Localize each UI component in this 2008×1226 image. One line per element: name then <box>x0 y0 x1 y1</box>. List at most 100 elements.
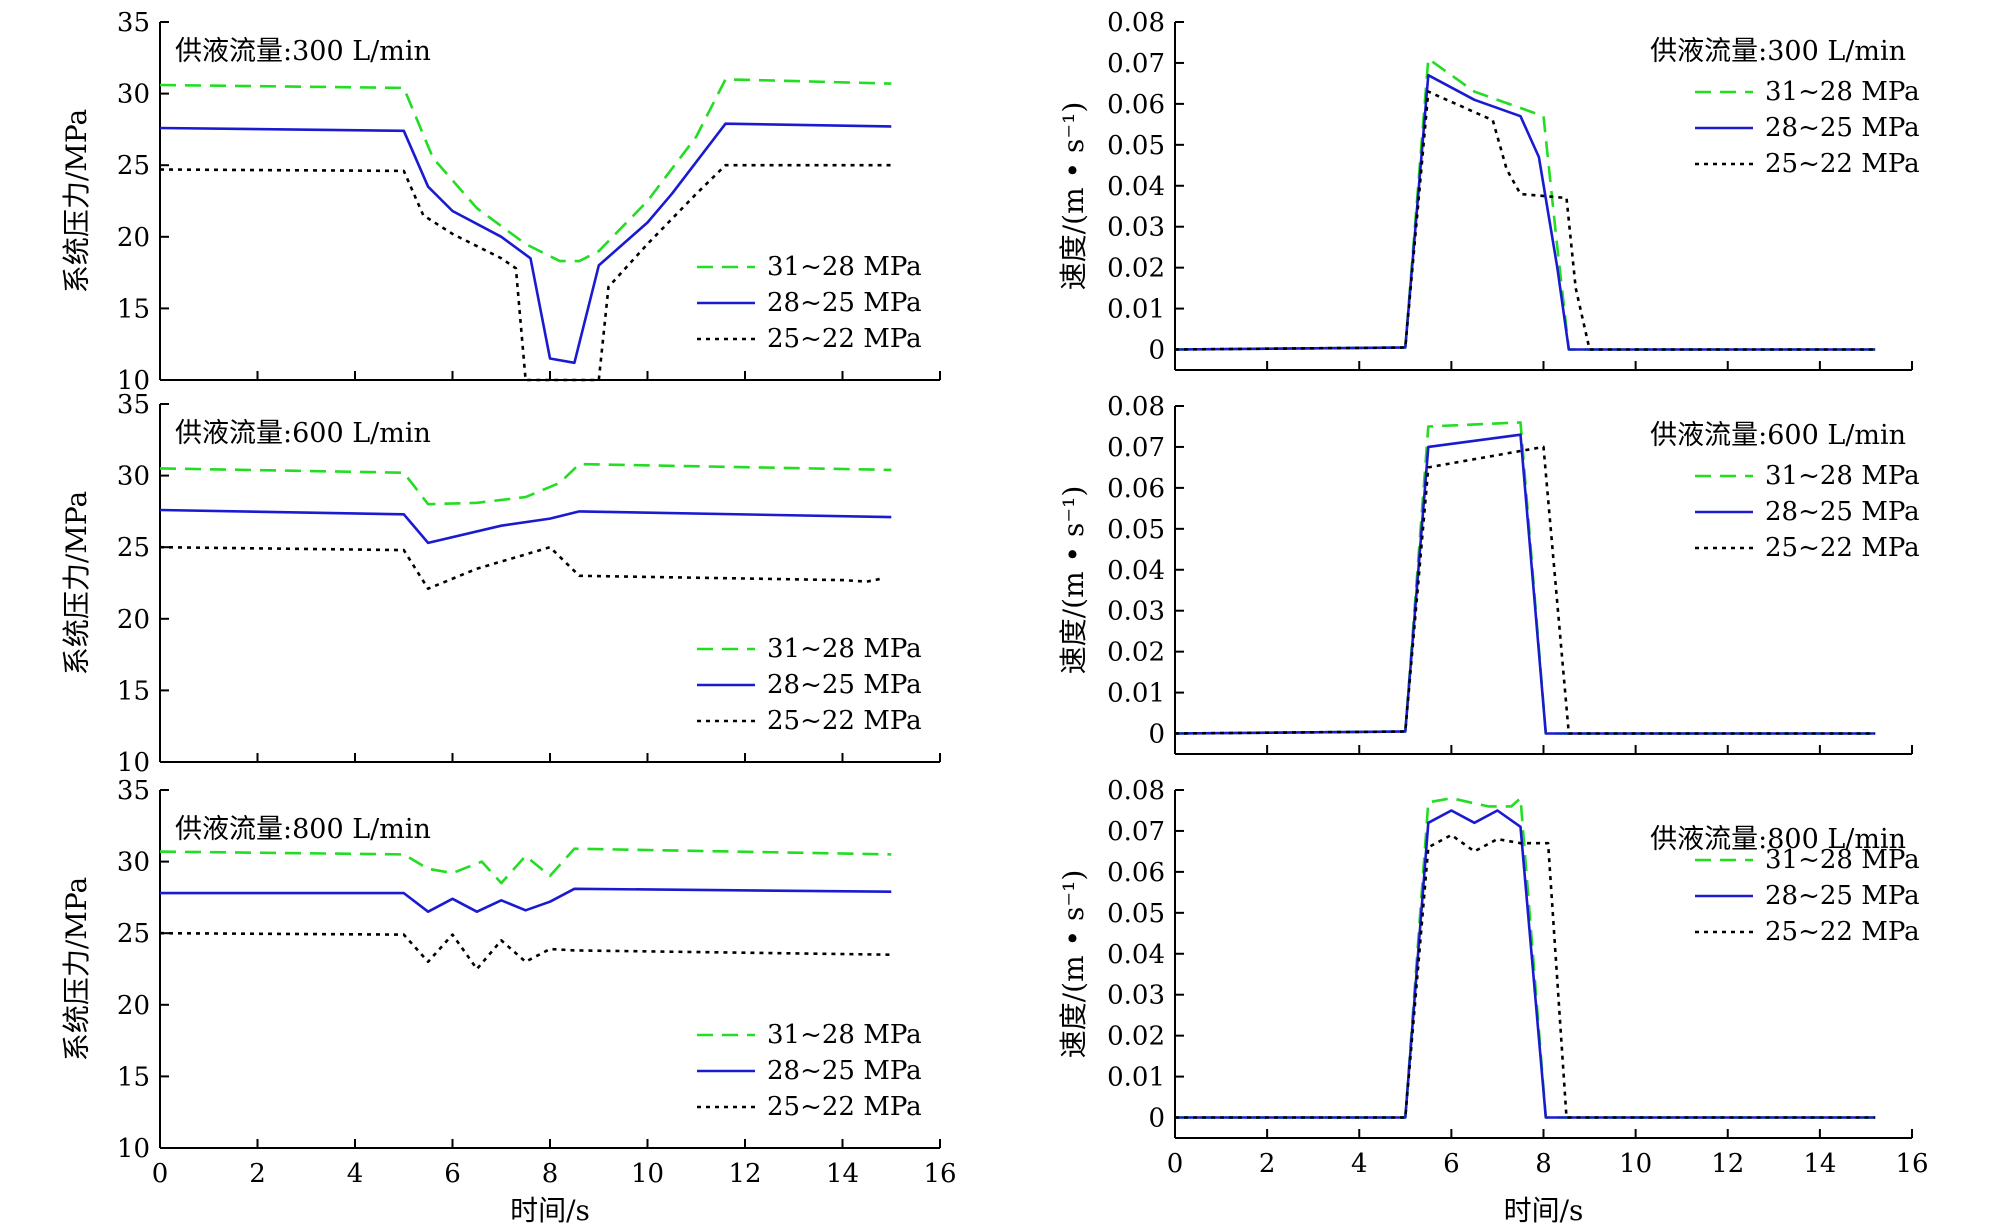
y-axis-title: 速度/(m • s⁻¹) <box>1057 486 1090 675</box>
x-tick-label: 4 <box>347 1159 364 1189</box>
y-axis-title: 系统压力/MPa <box>60 491 93 675</box>
x-tick-label: 12 <box>1711 1149 1744 1179</box>
legend-label: 31~28 MPa <box>1765 845 1920 875</box>
y-tick-label: 0.05 <box>1107 131 1165 161</box>
flow-rate-label: 供液流量:300 L/min <box>1650 36 1906 67</box>
y-tick-label: 0.03 <box>1107 981 1165 1011</box>
y-tick-label: 0.06 <box>1107 90 1165 120</box>
y-tick-label: 35 <box>117 8 150 38</box>
y-tick-label: 20 <box>117 605 150 635</box>
legend-label: 25~22 MPa <box>767 706 922 736</box>
flow-rate-label: 供液流量:600 L/min <box>1650 420 1906 451</box>
y-tick-label: 0 <box>1148 720 1165 750</box>
x-tick-label: 0 <box>152 1159 169 1189</box>
legend-label: 31~28 MPa <box>1765 77 1920 107</box>
y-tick-label: 25 <box>117 919 150 949</box>
y-tick-label: 25 <box>117 533 150 563</box>
y-tick-label: 0.03 <box>1107 597 1165 627</box>
legend-label: 28~25 MPa <box>1765 881 1920 911</box>
legend-label: 28~25 MPa <box>1765 497 1920 527</box>
y-tick-label: 15 <box>117 1062 150 1092</box>
x-axis-title-right: 时间/s <box>1504 1194 1584 1226</box>
y-tick-label: 0.07 <box>1107 49 1165 79</box>
series-line <box>1174 445 1876 735</box>
y-tick-label: 0.07 <box>1107 817 1165 847</box>
series-line <box>159 462 892 506</box>
x-tick-label: 10 <box>631 1159 664 1189</box>
y-axis-title: 速度/(m • s⁻¹) <box>1057 102 1090 291</box>
panel-speed-600: 0 0.01 0.02 0.03 0.04 0.05 0.06 0.07 0.08 速度/(m •… <box>1057 392 1920 755</box>
y-axis-title: 速度/(m • s⁻¹) <box>1057 870 1090 1059</box>
legend-label: 28~25 MPa <box>767 288 922 318</box>
x-tick-label: 6 <box>1443 1149 1460 1179</box>
series-line <box>1174 421 1876 735</box>
series-line <box>1175 833 1876 1119</box>
panel-pressure-300: 10 15 20 25 30 35 系统压力/MPa 供液流量:300 L/min 31~28 … <box>60 8 941 396</box>
y-tick-label: 0.07 <box>1107 433 1165 463</box>
series-line <box>159 931 892 971</box>
series-line <box>1175 809 1876 1119</box>
legend-label: 25~22 MPa <box>767 1092 922 1122</box>
y-tick-label: 0.01 <box>1107 1063 1165 1093</box>
y-tick-label: 0.08 <box>1107 776 1165 806</box>
y-tick-label: 0.08 <box>1107 8 1165 38</box>
y-tick-label: 0.05 <box>1107 515 1165 545</box>
legend-label: 28~25 MPa <box>767 670 922 700</box>
series-line <box>1174 90 1876 351</box>
panel-pressure-600: 10 15 20 25 30 35 系统压力/MPa 供液流量:600 L/min 31~28 … <box>60 390 941 778</box>
y-tick-label: 30 <box>117 462 150 492</box>
flow-rate-label: 供液流量:600 L/min <box>175 418 431 449</box>
y-tick-label: 35 <box>117 776 150 806</box>
y-tick-label: 25 <box>117 151 150 181</box>
y-tick-label: 30 <box>117 848 150 878</box>
flow-rate-label: 供液流量:800 L/min <box>1650 824 1906 855</box>
x-tick-label: 4 <box>1351 1149 1368 1179</box>
y-tick-label: 20 <box>117 991 150 1021</box>
y-tick-label: 0 <box>1148 336 1165 366</box>
panel-pressure-800: 0 2 4 6 8 10 12 14 16 10 15 20 25 30 35 系统压力/MPa 供液流量:80… <box>60 776 957 1189</box>
flow-rate-label: 供液流量:300 L/min <box>175 36 431 67</box>
legend-label: 25~22 MPa <box>1765 917 1920 947</box>
legend-label: 25~22 MPa <box>1765 149 1920 179</box>
y-axis-title: 系统压力/MPa <box>60 109 93 293</box>
y-tick-label: 0.06 <box>1107 474 1165 504</box>
series-line <box>159 545 882 591</box>
x-tick-label: 14 <box>1803 1149 1836 1179</box>
legend-label: 31~28 MPa <box>767 252 922 282</box>
legend-label: 31~28 MPa <box>767 1020 922 1050</box>
y-tick-label: 10 <box>117 366 150 396</box>
y-tick-label: 0.03 <box>1107 213 1165 243</box>
series-line <box>159 78 892 263</box>
x-tick-label: 0 <box>1167 1149 1184 1179</box>
y-tick-label: 30 <box>117 80 150 110</box>
y-tick-label: 0 <box>1148 1104 1165 1134</box>
x-tick-label: 8 <box>542 1159 559 1189</box>
series-line <box>1174 73 1876 351</box>
legend-label: 28~25 MPa <box>767 1056 922 1086</box>
x-tick-label: 8 <box>1535 1149 1552 1179</box>
y-tick-label: 35 <box>117 390 150 420</box>
panel-speed-300: 0 0.01 0.02 0.03 0.04 0.05 0.06 0.07 0.08 速度/(m •… <box>1057 8 1920 371</box>
legend-label: 31~28 MPa <box>767 634 922 664</box>
legend-label: 25~22 MPa <box>1765 533 1920 563</box>
legend-label: 25~22 MPa <box>767 324 922 354</box>
y-axis-title: 系统压力/MPa <box>60 877 93 1061</box>
y-tick-label: 0.04 <box>1107 172 1165 202</box>
x-tick-label: 2 <box>249 1159 266 1189</box>
flow-rate-label: 供液流量:800 L/min <box>175 814 431 845</box>
y-tick-label: 0.04 <box>1107 940 1165 970</box>
x-tick-label: 6 <box>444 1159 461 1189</box>
y-tick-label: 0.01 <box>1107 679 1165 709</box>
legend-label: 28~25 MPa <box>1765 113 1920 143</box>
y-tick-label: 0.08 <box>1107 392 1165 422</box>
y-tick-label: 0.02 <box>1107 638 1165 668</box>
y-tick-label: 0.06 <box>1107 858 1165 888</box>
series-line <box>159 122 892 365</box>
y-tick-label: 10 <box>117 748 150 778</box>
x-tick-label: 10 <box>1619 1149 1652 1179</box>
y-tick-label: 0.01 <box>1107 295 1165 325</box>
y-tick-label: 15 <box>117 676 150 706</box>
y-tick-label: 10 <box>117 1134 150 1164</box>
y-tick-label: 15 <box>117 294 150 324</box>
